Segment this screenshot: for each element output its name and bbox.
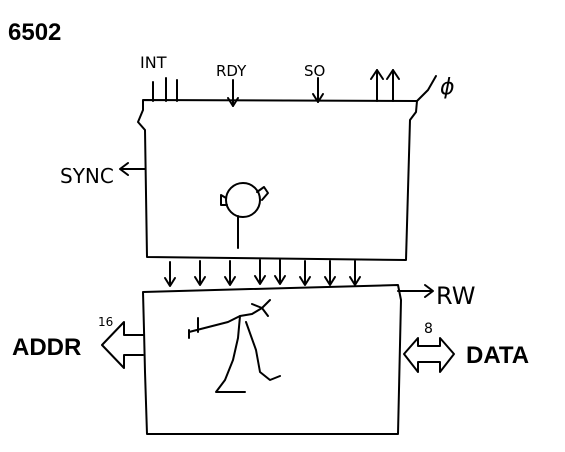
addr-bus-arrow bbox=[101, 321, 144, 369]
int-input-lines bbox=[152, 77, 178, 102]
addr-width-label: 16 bbox=[98, 315, 113, 329]
data-bus-arrow bbox=[403, 337, 455, 373]
rw-arrow bbox=[397, 284, 434, 298]
output-arrow-up-1 bbox=[370, 69, 384, 102]
datapath-block bbox=[142, 284, 402, 435]
int-label: INT bbox=[140, 53, 167, 72]
so-arrow bbox=[312, 77, 324, 103]
so-label: SO bbox=[304, 62, 325, 80]
datapath-scribble-icon bbox=[188, 299, 281, 393]
diagram-title: 6502 bbox=[8, 19, 61, 46]
addr-label: ADDR bbox=[12, 334, 81, 361]
control-unit-block bbox=[137, 99, 418, 261]
output-arrow-up-2 bbox=[386, 69, 400, 102]
rdy-label: RDY bbox=[216, 62, 247, 80]
phi-clock-line bbox=[416, 75, 437, 102]
sync-label: SYNC bbox=[60, 164, 114, 188]
sync-arrow bbox=[119, 162, 146, 176]
phi-label: ϕ bbox=[440, 75, 455, 100]
data-label: DATA bbox=[466, 342, 529, 369]
rdy-arrow bbox=[227, 79, 239, 107]
data-width-label: 8 bbox=[424, 321, 433, 337]
head-sketch-icon bbox=[220, 182, 269, 249]
rw-label: RW bbox=[436, 282, 475, 310]
internal-bus-arrows bbox=[164, 259, 361, 287]
